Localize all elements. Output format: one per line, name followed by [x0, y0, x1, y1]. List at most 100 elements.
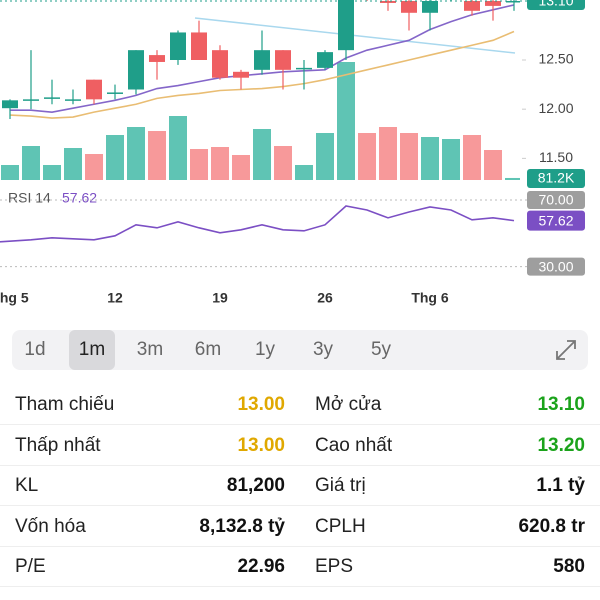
period-tab[interactable]: 1d: [24, 339, 46, 360]
candle-body: [128, 50, 144, 90]
volume-box: [527, 169, 585, 188]
volume-bar: [316, 133, 334, 180]
volume-bar: [190, 149, 208, 180]
stat-label: Giá trị: [315, 475, 366, 496]
rsi-level-box: [527, 191, 585, 209]
period-tabs: 1d 1m 3m 6m 1y 3y 5y: [12, 330, 588, 370]
price-pane: [1, 0, 520, 180]
stat-row: Tham chiếu 13.00 Mở cửa 13.10: [0, 384, 600, 425]
y-tick-label: 12.50: [538, 51, 573, 67]
stat-value: 580: [553, 556, 585, 577]
candle-body: [86, 79, 102, 100]
period-tab[interactable]: 5y: [370, 339, 392, 360]
period-tab[interactable]: 1m: [69, 330, 115, 370]
last-price-label: 13.10: [538, 0, 573, 9]
expand-icon[interactable]: [554, 338, 578, 362]
candle-body: [44, 97, 60, 99]
volume-bar: [43, 165, 61, 180]
stat-value: 1.1 tỷ: [536, 475, 585, 496]
volume-bar: [253, 129, 271, 180]
candle-body: [485, 0, 501, 6]
volume-bar: [442, 139, 460, 180]
volume-bar: [106, 135, 124, 180]
candle-body: [2, 100, 18, 109]
rsi-line: [0, 205, 515, 243]
volume-bar: [22, 146, 40, 180]
candle-body: [401, 0, 417, 13]
rsi-level-box: [527, 257, 585, 276]
candle-body: [380, 0, 396, 3]
stat-value: 620.8 tr: [518, 515, 585, 537]
stat-value: 13.20: [537, 434, 585, 456]
stat-label: P/E: [15, 556, 46, 577]
volume-bar: [85, 154, 103, 180]
volume-bar: [211, 147, 229, 180]
x-tick-label: Thg 6: [411, 290, 449, 306]
stat-label: Cao nhất: [315, 434, 393, 456]
candle-body: [317, 52, 333, 68]
volume-bar: [148, 131, 166, 180]
candle-body: [170, 32, 186, 60]
stat-label: KL: [15, 475, 39, 496]
candle-body: [65, 99, 81, 101]
candle-body: [191, 32, 207, 60]
stat-label: Vốn hóa: [15, 515, 86, 537]
x-tick-label: 12: [107, 290, 123, 306]
rsi-value-label: 57.62: [538, 212, 573, 228]
candle-body: [107, 92, 123, 94]
volume-bar: [274, 146, 292, 180]
volume-bar: [463, 135, 481, 180]
volume-bar: [1, 165, 19, 180]
stat-label: EPS: [315, 556, 354, 577]
stat-row: P/E 22.96 EPS 580: [0, 546, 600, 587]
period-tab[interactable]: 1y: [254, 339, 276, 360]
volume-bar: [379, 127, 397, 180]
volume-bar: [295, 165, 313, 180]
stat-value: 81,200: [226, 475, 285, 496]
volume-bar: [169, 116, 187, 180]
stat-row: KL 81,200 Giá trị 1.1 tỷ: [0, 465, 600, 506]
candle-body: [338, 0, 354, 51]
volume-bar: [505, 177, 520, 180]
stat-label: Tham chiếu: [15, 394, 115, 415]
volume-bar: [421, 137, 439, 180]
candle-body: [233, 71, 249, 78]
candle-body: [296, 67, 312, 70]
x-tick-label: 19: [212, 290, 228, 306]
stat-value: 8,132.8 tỷ: [199, 515, 285, 537]
stat-value: 22.96: [237, 556, 285, 577]
candle-body: [149, 55, 165, 62]
candle-body: [254, 50, 270, 70]
volume-bar: [337, 62, 355, 180]
candle-body: [464, 0, 480, 11]
rsi-title: RSI 14: [8, 190, 51, 206]
candle-body: [506, 0, 520, 3]
period-tab[interactable]: 6m: [194, 339, 222, 360]
period-tab[interactable]: 3y: [312, 339, 334, 360]
rsi-value-box: [527, 210, 585, 231]
candle-body: [422, 0, 438, 13]
volume-label: 81.2K: [538, 170, 575, 186]
volume-bar: [484, 150, 502, 180]
x-tick-label: 26: [317, 290, 333, 306]
y-tick-label: 11.50: [539, 149, 573, 165]
stat-label: CPLH: [315, 515, 366, 537]
stat-row: Vốn hóa 8,132.8 tỷ CPLH 620.8 tr: [0, 506, 600, 547]
chart: RSI 14 57.62 12.50 12.00 11.50 13.10 81.2K 70…: [0, 0, 585, 306]
volume-bar: [64, 148, 82, 180]
volume-bar: [358, 133, 376, 180]
volume-bar: [127, 127, 145, 180]
candle-body: [275, 50, 291, 70]
stat-label: Mở cửa: [315, 394, 382, 415]
stat-row: Thấp nhất 13.00 Cao nhất 13.20: [0, 425, 600, 466]
stat-value: 13.00: [237, 434, 285, 456]
x-tick-label: Thg 5: [0, 290, 29, 306]
y-tick-label: 12.00: [538, 100, 573, 116]
stat-value: 13.10: [537, 394, 585, 415]
period-tab[interactable]: 3m: [136, 339, 164, 360]
stat-value: 13.00: [237, 394, 285, 415]
moving-average: [9, 30, 515, 119]
volume-bar: [400, 133, 418, 180]
stat-label: Thấp nhất: [15, 434, 101, 456]
